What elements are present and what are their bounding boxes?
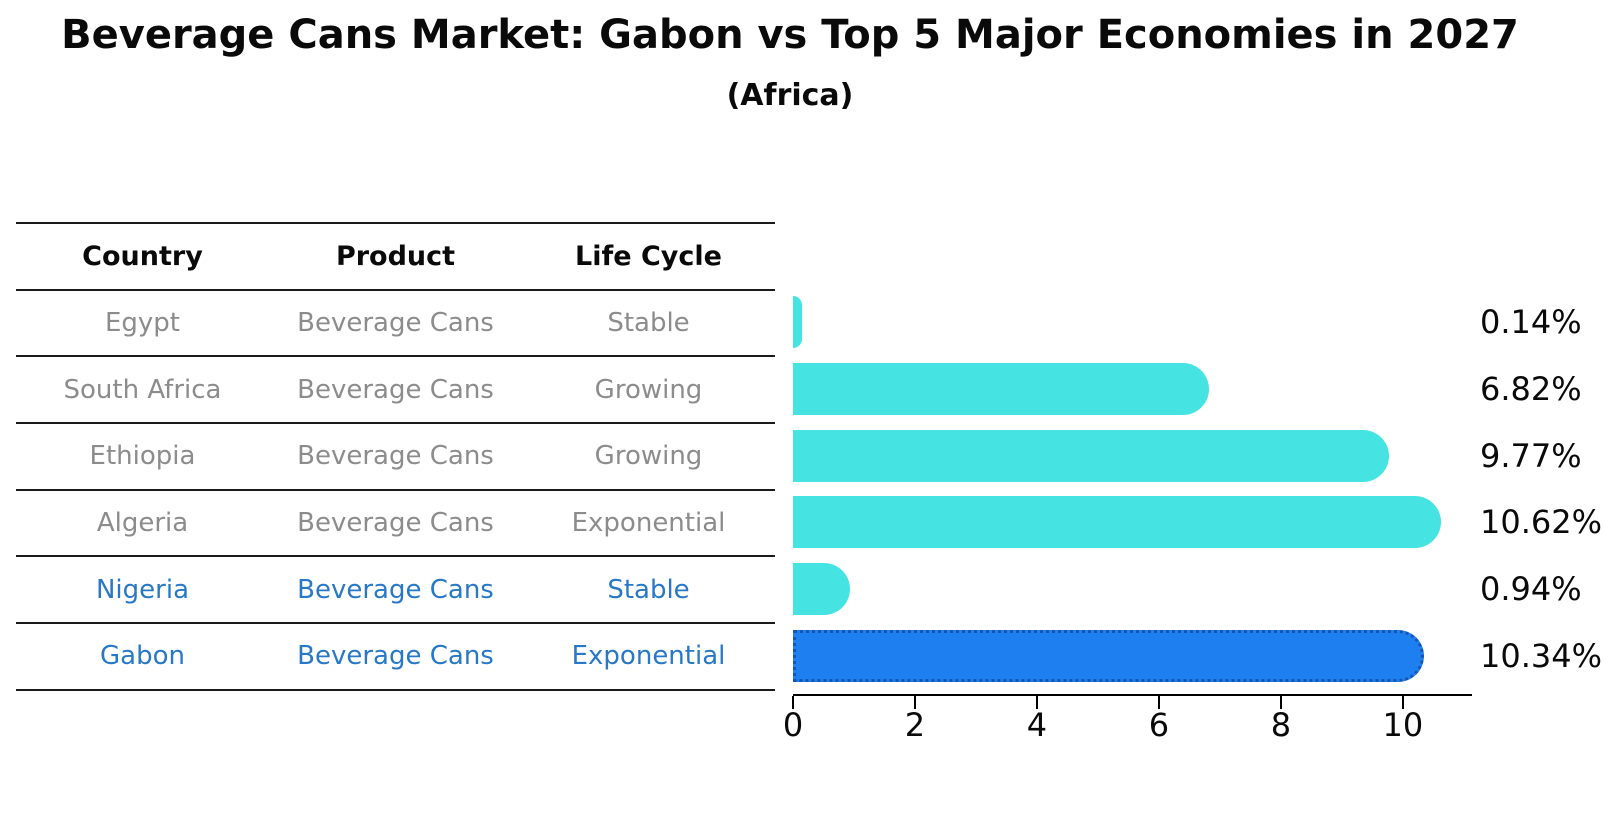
bar-value-labels: 0.14% 6.82% 9.77% 10.62% 0.94% 10.34% bbox=[1480, 289, 1604, 689]
bar-chart bbox=[793, 289, 1470, 689]
country-cell: Gabon bbox=[100, 641, 185, 672]
bar-value-row: 6.82% bbox=[1480, 356, 1604, 423]
bar-value-label: 10.62% bbox=[1480, 503, 1603, 542]
country-cell: South Africa bbox=[63, 374, 222, 405]
country-cell: Algeria bbox=[96, 508, 189, 539]
bar bbox=[793, 429, 1389, 482]
bar-value-row: 9.77% bbox=[1480, 422, 1604, 489]
comparison-table: Country Product Life Cycle Egypt Beverage… bbox=[16, 222, 775, 691]
bar-value-label: 0.94% bbox=[1480, 570, 1582, 609]
x-axis-tick-label: 2 bbox=[904, 706, 926, 744]
lifecycle-cell: Growing bbox=[594, 441, 703, 472]
bar-value-label: 10.34% bbox=[1480, 636, 1603, 675]
bar bbox=[793, 363, 1209, 416]
lifecycle-cell: Growing bbox=[594, 374, 703, 405]
bar-row bbox=[793, 422, 1470, 489]
x-axis-tick-label: 6 bbox=[1148, 706, 1170, 744]
bar-value-row: 10.62% bbox=[1480, 489, 1604, 556]
country-cell: Ethiopia bbox=[89, 441, 196, 472]
x-axis-tick-label: 0 bbox=[782, 706, 804, 744]
table-row: Algeria Beverage Cans Exponential bbox=[16, 491, 775, 558]
product-cell: Beverage Cans bbox=[297, 441, 494, 472]
lifecycle-cell: Stable bbox=[607, 574, 690, 605]
x-axis-tick bbox=[1157, 696, 1160, 709]
bar-value-row: 10.34% bbox=[1480, 622, 1604, 689]
bar bbox=[793, 296, 802, 349]
bar bbox=[793, 496, 1441, 549]
x-axis-tick bbox=[1035, 696, 1038, 709]
x-axis-tick bbox=[1401, 696, 1404, 709]
x-axis-tick-label: 4 bbox=[1026, 706, 1048, 744]
bar-row bbox=[793, 356, 1470, 423]
bar-row bbox=[793, 556, 1470, 623]
bar-value-label: 0.14% bbox=[1480, 303, 1582, 342]
x-axis-tick-label: 10 bbox=[1382, 706, 1424, 744]
country-cell: Egypt bbox=[104, 308, 181, 339]
product-cell: Beverage Cans bbox=[297, 374, 494, 405]
table-row: Gabon Beverage Cans Exponential bbox=[16, 624, 775, 691]
chart-title: Beverage Cans Market: Gabon vs Top 5 Maj… bbox=[61, 12, 1519, 58]
x-axis-tick bbox=[913, 696, 916, 709]
bar-row bbox=[793, 489, 1470, 556]
table-row: Nigeria Beverage Cans Stable bbox=[16, 557, 775, 625]
country-cell: Nigeria bbox=[95, 574, 190, 605]
bar bbox=[793, 563, 851, 616]
lifecycle-cell: Exponential bbox=[571, 508, 726, 539]
bar-value-row: 0.14% bbox=[1480, 289, 1604, 356]
lifecycle-cell: Stable bbox=[607, 308, 690, 339]
x-axis-line bbox=[793, 694, 1472, 696]
product-cell: Beverage Cans bbox=[297, 641, 494, 672]
bar-value-label: 6.82% bbox=[1480, 370, 1582, 409]
bar-value-row: 0.94% bbox=[1480, 556, 1604, 623]
chart-subtitle: (Africa) bbox=[726, 78, 854, 113]
table-row: Egypt Beverage Cans Stable bbox=[16, 291, 775, 358]
bar-row bbox=[793, 289, 1470, 356]
column-header-lifecycle: Life Cycle bbox=[575, 240, 722, 272]
x-axis-tick bbox=[1279, 696, 1282, 709]
column-header-country: Country bbox=[82, 240, 203, 272]
product-cell: Beverage Cans bbox=[297, 508, 494, 539]
table-header-row: Country Product Life Cycle bbox=[16, 224, 775, 291]
table-row: South Africa Beverage Cans Growing bbox=[16, 357, 775, 425]
x-axis-tick-label: 8 bbox=[1270, 706, 1292, 744]
column-header-product: Product bbox=[335, 240, 456, 272]
product-cell: Beverage Cans bbox=[297, 308, 494, 339]
bar-value-label: 9.77% bbox=[1480, 436, 1582, 475]
lifecycle-cell: Exponential bbox=[571, 641, 726, 672]
product-cell: Beverage Cans bbox=[297, 574, 494, 605]
bar bbox=[793, 629, 1424, 682]
x-axis-tick bbox=[792, 696, 794, 709]
table-row: Ethiopia Beverage Cans Growing bbox=[16, 424, 775, 491]
bar-row bbox=[793, 622, 1470, 689]
